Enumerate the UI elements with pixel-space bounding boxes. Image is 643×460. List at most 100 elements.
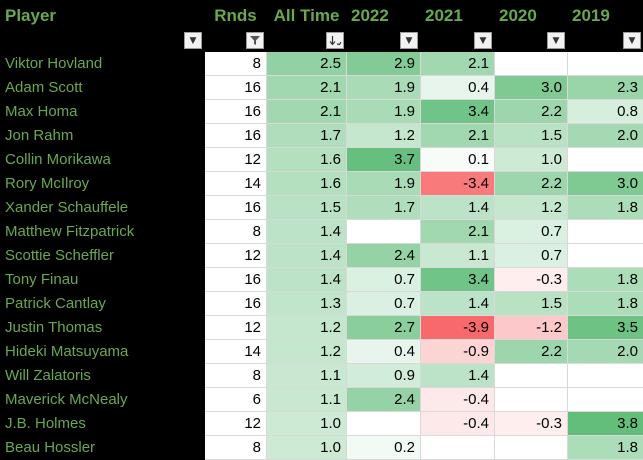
cell-y2022[interactable]: [346, 219, 421, 244]
cell-y2022[interactable]: 1.7: [346, 195, 421, 220]
cell-y2019[interactable]: 2.0: [567, 339, 643, 364]
cell-rnds[interactable]: 12: [204, 411, 267, 436]
player-name-cell[interactable]: Jon Rahm: [0, 123, 205, 148]
cell-y2022[interactable]: 0.9: [346, 363, 421, 388]
filter-dropdown-rnds[interactable]: [246, 32, 264, 49]
cell-y2019[interactable]: 1.8: [567, 195, 643, 220]
filter-dropdown-2020[interactable]: ▼: [547, 32, 565, 49]
cell-y2019[interactable]: [567, 51, 643, 76]
cell-y2022[interactable]: 0.2: [346, 435, 421, 460]
cell-y2020[interactable]: 1.0: [494, 147, 568, 172]
cell-rnds[interactable]: 16: [204, 75, 267, 100]
cell-y2021[interactable]: -0.4: [420, 387, 495, 412]
player-name-cell[interactable]: Collin Morikawa: [0, 147, 205, 172]
cell-y2022[interactable]: 2.9: [346, 51, 421, 76]
player-name-cell[interactable]: Rory McIlroy: [0, 171, 205, 196]
player-name-cell[interactable]: Maverick McNealy: [0, 387, 205, 412]
cell-y2020[interactable]: 3.0: [494, 75, 568, 100]
cell-all-time[interactable]: 1.2: [266, 339, 347, 364]
cell-rnds[interactable]: 8: [204, 219, 267, 244]
cell-y2019[interactable]: 1.8: [567, 435, 643, 460]
cell-y2022[interactable]: 3.7: [346, 147, 421, 172]
cell-all-time[interactable]: 1.1: [266, 387, 347, 412]
cell-all-time[interactable]: 1.6: [266, 171, 347, 196]
cell-y2020[interactable]: 0.7: [494, 243, 568, 268]
cell-all-time[interactable]: 2.5: [266, 51, 347, 76]
cell-all-time[interactable]: 1.5: [266, 195, 347, 220]
cell-y2021[interactable]: 1.4: [420, 291, 495, 316]
cell-all-time[interactable]: 1.4: [266, 219, 347, 244]
player-name-cell[interactable]: Scottie Scheffler: [0, 243, 205, 268]
cell-y2019[interactable]: [567, 387, 643, 412]
player-name-cell[interactable]: J.B. Holmes: [0, 411, 205, 436]
cell-rnds[interactable]: 14: [204, 339, 267, 364]
cell-y2022[interactable]: 2.7: [346, 315, 421, 340]
cell-y2020[interactable]: 1.5: [494, 123, 568, 148]
cell-y2021[interactable]: 1.1: [420, 243, 495, 268]
cell-y2019[interactable]: [567, 243, 643, 268]
cell-y2022[interactable]: 0.4: [346, 339, 421, 364]
filter-dropdown-player[interactable]: ▼: [184, 32, 202, 49]
cell-y2021[interactable]: 2.1: [420, 219, 495, 244]
cell-y2019[interactable]: 1.8: [567, 267, 643, 292]
cell-y2020[interactable]: 2.2: [494, 99, 568, 124]
filter-dropdown-2021[interactable]: ▼: [474, 32, 492, 49]
cell-all-time[interactable]: 1.0: [266, 411, 347, 436]
player-name-cell[interactable]: Xander Schauffele: [0, 195, 205, 220]
cell-rnds[interactable]: 8: [204, 51, 267, 76]
cell-all-time[interactable]: 2.1: [266, 75, 347, 100]
cell-y2019[interactable]: 3.0: [567, 171, 643, 196]
cell-rnds[interactable]: 16: [204, 267, 267, 292]
cell-all-time[interactable]: 1.2: [266, 315, 347, 340]
filter-dropdown-all-time[interactable]: [326, 32, 344, 49]
cell-rnds[interactable]: 16: [204, 291, 267, 316]
cell-all-time[interactable]: 1.7: [266, 123, 347, 148]
cell-all-time[interactable]: 2.1: [266, 99, 347, 124]
cell-y2021[interactable]: 2.1: [420, 123, 495, 148]
cell-y2020[interactable]: [494, 387, 568, 412]
player-name-cell[interactable]: Will Zalatoris: [0, 363, 205, 388]
cell-y2020[interactable]: 0.7: [494, 219, 568, 244]
cell-y2020[interactable]: 2.2: [494, 339, 568, 364]
player-name-cell[interactable]: Justin Thomas: [0, 315, 205, 340]
cell-rnds[interactable]: 8: [204, 435, 267, 460]
cell-rnds[interactable]: 16: [204, 123, 267, 148]
cell-all-time[interactable]: 1.4: [266, 267, 347, 292]
cell-all-time[interactable]: 1.1: [266, 363, 347, 388]
cell-y2021[interactable]: -0.4: [420, 411, 495, 436]
cell-y2021[interactable]: -0.9: [420, 339, 495, 364]
cell-y2021[interactable]: 1.4: [420, 195, 495, 220]
cell-y2022[interactable]: [346, 411, 421, 436]
cell-y2019[interactable]: 3.8: [567, 411, 643, 436]
player-name-cell[interactable]: Tony Finau: [0, 267, 205, 292]
cell-all-time[interactable]: 1.6: [266, 147, 347, 172]
cell-y2019[interactable]: 2.0: [567, 123, 643, 148]
cell-y2021[interactable]: 3.4: [420, 99, 495, 124]
cell-y2021[interactable]: 3.4: [420, 267, 495, 292]
cell-rnds[interactable]: 16: [204, 195, 267, 220]
cell-y2020[interactable]: -1.2: [494, 315, 568, 340]
cell-y2020[interactable]: [494, 51, 568, 76]
cell-rnds[interactable]: 16: [204, 99, 267, 124]
cell-y2022[interactable]: 2.4: [346, 243, 421, 268]
player-name-cell[interactable]: Max Homa: [0, 99, 205, 124]
cell-y2020[interactable]: -0.3: [494, 267, 568, 292]
cell-y2019[interactable]: [567, 147, 643, 172]
cell-y2020[interactable]: [494, 435, 568, 460]
player-name-cell[interactable]: Beau Hossler: [0, 435, 205, 460]
cell-rnds[interactable]: 12: [204, 243, 267, 268]
cell-y2019[interactable]: 1.8: [567, 291, 643, 316]
cell-y2021[interactable]: 2.1: [420, 51, 495, 76]
player-name-cell[interactable]: Hideki Matsuyama: [0, 339, 205, 364]
cell-y2019[interactable]: 3.5: [567, 315, 643, 340]
cell-rnds[interactable]: 12: [204, 147, 267, 172]
cell-rnds[interactable]: 12: [204, 315, 267, 340]
cell-y2021[interactable]: 1.4: [420, 363, 495, 388]
filter-dropdown-2019[interactable]: ▼: [623, 32, 641, 49]
cell-y2022[interactable]: 1.9: [346, 75, 421, 100]
cell-rnds[interactable]: 8: [204, 363, 267, 388]
cell-all-time[interactable]: 1.0: [266, 435, 347, 460]
player-name-cell[interactable]: Matthew Fitzpatrick: [0, 219, 205, 244]
cell-y2021[interactable]: 0.4: [420, 75, 495, 100]
cell-all-time[interactable]: 1.4: [266, 243, 347, 268]
